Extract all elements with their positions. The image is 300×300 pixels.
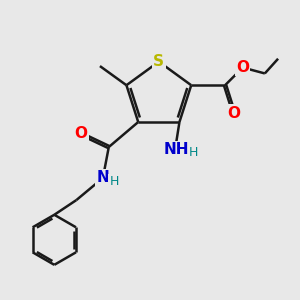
Text: H: H [110,175,119,188]
Text: N: N [97,170,109,185]
Text: H: H [189,146,198,159]
Text: O: O [227,106,240,121]
Text: O: O [236,60,249,75]
Text: S: S [153,54,164,69]
Text: NH: NH [164,142,189,158]
Text: O: O [74,126,87,141]
